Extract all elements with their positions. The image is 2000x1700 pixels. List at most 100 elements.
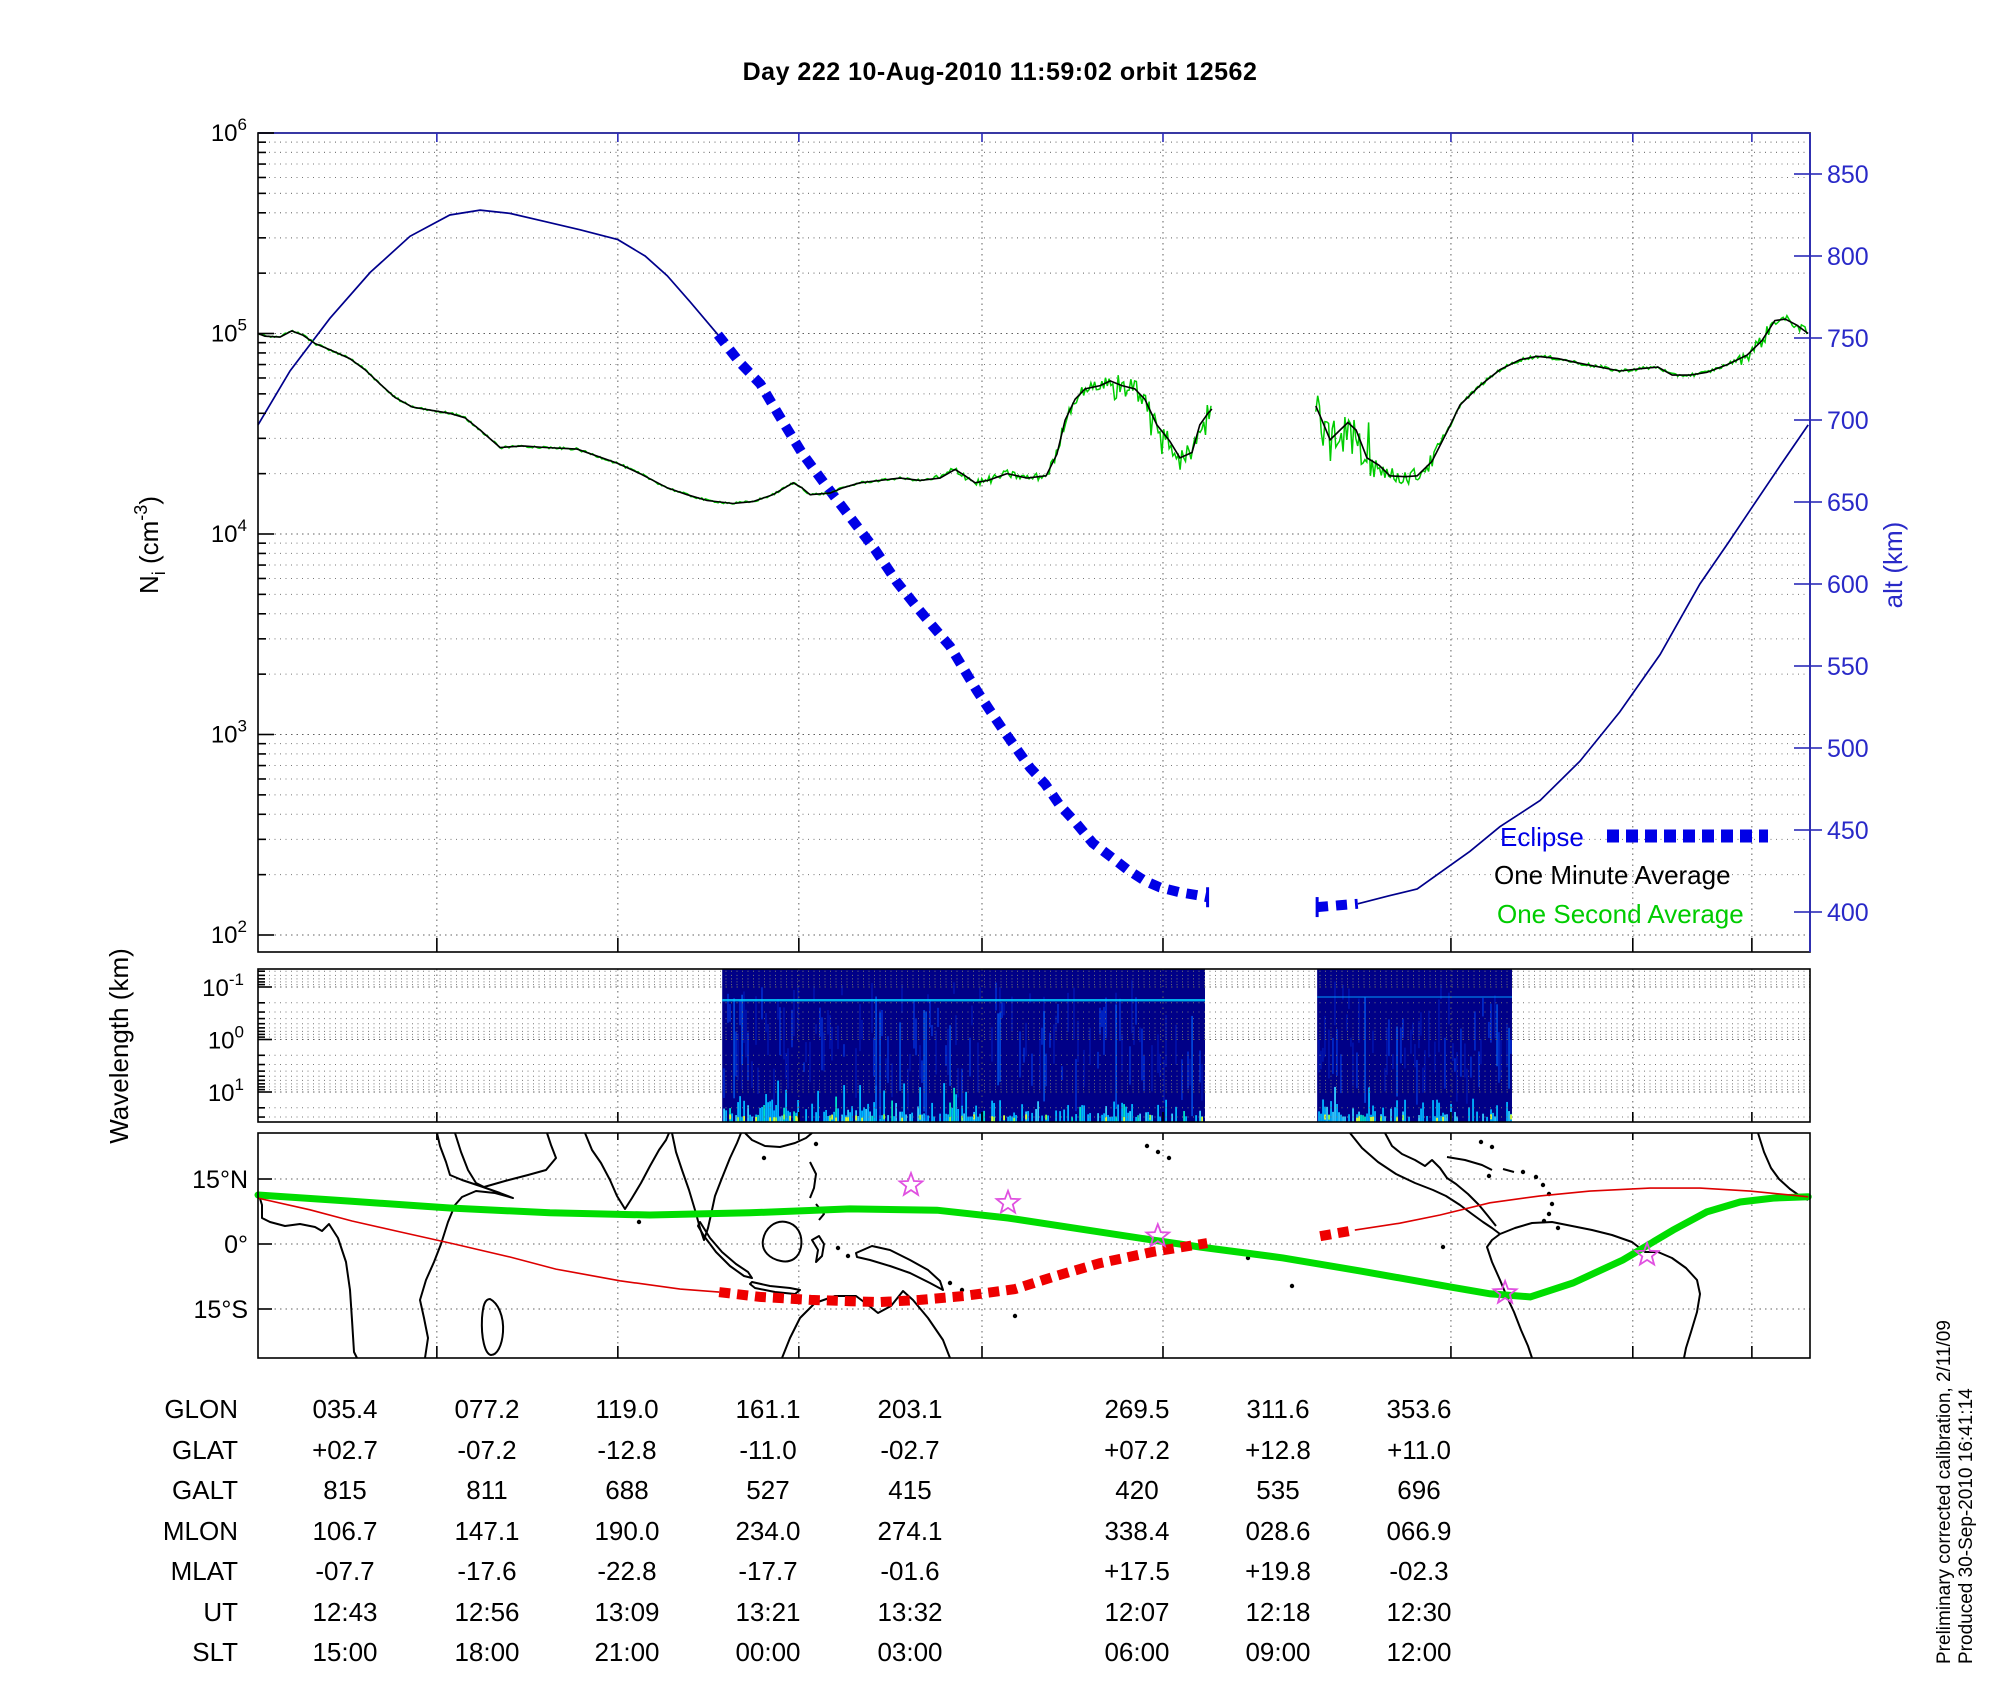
table-cell: 535: [1256, 1475, 1300, 1505]
axis-tick-label: 750: [1827, 325, 1869, 353]
axis-tick-label: 102: [211, 917, 247, 949]
table-cell: 13:09: [594, 1597, 660, 1627]
table-cell: +11.0: [1387, 1435, 1451, 1465]
islet: [1166, 1155, 1172, 1161]
panel-frames: [257, 132, 1811, 1359]
legend-eclipse-label: Eclipse: [1500, 822, 1584, 852]
spectro-horizontal-streak: [722, 999, 1205, 1002]
map-green-track: [254, 1191, 1812, 1301]
table-row-label: MLAT: [170, 1556, 238, 1586]
star-marker: [1143, 1221, 1172, 1248]
map-frame: [257, 1132, 1811, 1359]
islet: [1489, 1144, 1495, 1150]
table-cell: 12:43: [312, 1597, 378, 1627]
table-cell: 06:00: [1104, 1637, 1170, 1667]
axis-labels: 106 105 104 103 102 850 800 750 700 650 600 550 500 4…: [104, 115, 1908, 1324]
table-cell: 815: [323, 1475, 367, 1505]
side-note-line1: Preliminary corrected calibration, 2/11/…: [1934, 1320, 1955, 1664]
islet: [845, 1253, 851, 1259]
star-marker: [897, 1170, 925, 1197]
coastline: [781, 1290, 951, 1359]
islet: [1533, 1174, 1539, 1180]
map-red-track: [1354, 1187, 1809, 1231]
table-row-label: GLON: [164, 1394, 238, 1424]
map-eclipse-dash: [1319, 1225, 1356, 1242]
table-cell: 09:00: [1245, 1637, 1311, 1667]
coastline: [454, 1132, 557, 1188]
ni-one-minute-line: [1315, 318, 1809, 478]
ni-axis-title: Ni (cm-3): [131, 496, 169, 594]
table-row-label: MLON: [162, 1516, 238, 1546]
islet: [1546, 1211, 1552, 1217]
islet: [1541, 1218, 1547, 1224]
table-cell: 12:18: [1245, 1597, 1311, 1627]
table-cell: 21:00: [594, 1637, 660, 1667]
table-cell: -17.7: [738, 1556, 798, 1586]
table-cell: 066.9: [1386, 1516, 1452, 1546]
table-cell: +07.2: [1104, 1435, 1170, 1465]
table-cell: 077.2: [454, 1394, 520, 1424]
axis-tick-label: 106: [211, 115, 247, 147]
table-cell: +12.8: [1245, 1435, 1311, 1465]
table-cell: -02.3: [1389, 1556, 1449, 1586]
axis-tick-label: 850: [1827, 161, 1869, 189]
islet: [1549, 1201, 1555, 1207]
coastline: [761, 1220, 803, 1263]
table-cell: +17.5: [1104, 1556, 1170, 1586]
table-cell: -02.7: [880, 1435, 940, 1465]
table-cell: 234.0: [735, 1516, 801, 1546]
table-cell: 13:32: [877, 1597, 943, 1627]
islet: [1155, 1149, 1161, 1155]
page-title: Day 222 10-Aug-2010 11:59:02 orbit 12562: [742, 58, 1258, 86]
coastline: [584, 1132, 670, 1210]
table-cell: 161.1: [735, 1394, 801, 1424]
table-cell: -17.6: [457, 1556, 517, 1586]
coastline: [480, 1298, 505, 1356]
table-cell: 119.0: [595, 1394, 659, 1424]
data-curves: [257, 209, 1809, 918]
table-cell: 15:00: [312, 1637, 378, 1667]
table-row-label: GALT: [172, 1475, 238, 1505]
axis-tick-label: 500: [1827, 735, 1869, 763]
coastline: [1349, 1132, 1501, 1235]
star-marker: [994, 1188, 1022, 1215]
axis-tick-label: 700: [1827, 407, 1869, 435]
coastline: [744, 1132, 813, 1148]
islet: [1486, 1173, 1492, 1179]
axis-tick-label: 0°: [224, 1231, 248, 1259]
islet: [1289, 1283, 1295, 1289]
table-cell: 12:56: [454, 1597, 520, 1627]
axis-tick-label: 600: [1827, 571, 1869, 599]
table-cell: 527: [746, 1475, 790, 1505]
islet: [1478, 1139, 1484, 1145]
islet: [813, 1141, 819, 1147]
islet: [1012, 1313, 1018, 1319]
coastline: [257, 1191, 358, 1359]
table-row-label: SLT: [192, 1637, 238, 1667]
table-cell: 13:21: [735, 1597, 801, 1627]
eclipse-dash-curve: [1316, 898, 1359, 913]
islet: [1144, 1143, 1150, 1149]
table-cell: 688: [605, 1475, 649, 1505]
axis-tick-label: 550: [1827, 653, 1869, 681]
gridlines: [258, 133, 1810, 1358]
table-cell: 12:07: [1104, 1597, 1170, 1627]
axis-tick-label: 105: [211, 316, 247, 348]
star-marker: [1491, 1278, 1519, 1305]
table-cell: 274.1: [877, 1516, 943, 1546]
islet: [1540, 1182, 1546, 1188]
side-note: Preliminary corrected calibration, 2/11/…: [1934, 1274, 1980, 1664]
ni-one-second-line: [1315, 314, 1808, 487]
table-cell: 035.4: [312, 1394, 378, 1424]
coastline: [419, 1132, 514, 1359]
table-cell: 18:00: [454, 1637, 520, 1667]
wavelength-axis-title: Wavelength (km): [104, 948, 134, 1144]
islet: [947, 1280, 953, 1286]
table-cell: -07.2: [457, 1435, 517, 1465]
spectrogram-blocks: [722, 969, 1512, 1123]
table-cell: 12:30: [1386, 1597, 1452, 1627]
coastline: [697, 1221, 753, 1279]
legend-second-label: One Second Average: [1497, 899, 1744, 929]
table-cell: 12:00: [1386, 1637, 1452, 1667]
